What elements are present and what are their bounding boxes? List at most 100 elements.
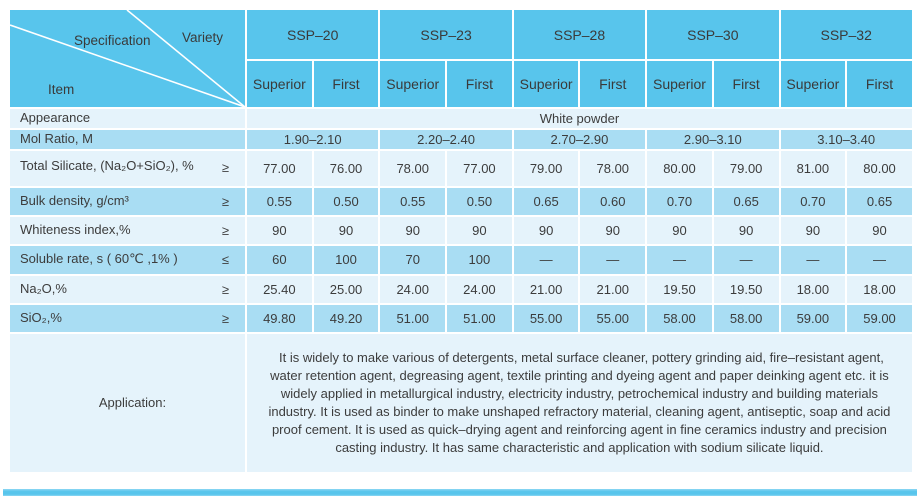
value-cell: 80.00 <box>845 148 914 188</box>
item-label-cell: Bulk density, g/cm³ ≥ <box>8 185 247 217</box>
value-cell: 90 <box>378 214 448 246</box>
row-na2o: Na₂O,% ≥ 25.40 25.00 24.00 24.00 21.00 2… <box>8 273 914 305</box>
value-cell: 59.00 <box>845 302 914 334</box>
value-cell: — <box>711 243 781 276</box>
value-cell: 21.00 <box>511 273 581 305</box>
value-cell: 80.00 <box>645 148 714 188</box>
value-cell: 90 <box>645 214 714 246</box>
lte-symbol: ≤ <box>221 252 229 268</box>
value-cell: 18.00 <box>778 273 848 305</box>
item-label-cell: Total Silicate, (Na₂O+SiO₂), % ≥ <box>8 148 247 188</box>
value-cell: 76.00 <box>311 148 381 188</box>
item-label-cell: Appearance <box>8 107 247 130</box>
value-cell: — <box>645 243 714 276</box>
value-cell: 0.60 <box>578 185 648 217</box>
value-cell: 90 <box>245 214 314 246</box>
row-total-silicate: Total Silicate, (Na₂O+SiO₂), % ≥ 77.00 7… <box>8 148 914 188</box>
application-label: Application: <box>98 395 167 411</box>
item-label: Appearance <box>20 110 91 125</box>
value-cell: 2.90–3.10 <box>645 127 781 151</box>
value-cell: 90 <box>445 214 514 246</box>
header-row-grades: Superior First Superior First Superior F… <box>9 59 914 109</box>
product-header-ssp-23: SSP–23 <box>378 7 514 62</box>
value-cell: 0.70 <box>645 185 714 217</box>
value-cell: 2.20–2.40 <box>378 127 514 151</box>
row-soluble-rate: Soluble rate, s ( 60℃ ,1% ) ≤ 60 100 70 … <box>8 243 914 276</box>
item-label: Na₂O,% <box>20 280 67 296</box>
value-cell: 90 <box>845 214 914 246</box>
value-cell: 90 <box>578 214 648 246</box>
application-label-cell: Application: <box>8 331 247 474</box>
item-label-cell: Whiteness index,% ≥ <box>8 214 247 246</box>
item-label-cell: Mol Ratio, M <box>8 127 247 151</box>
grade-header-first: First <box>311 59 381 109</box>
value-cell: 2.70–2.90 <box>511 127 648 151</box>
item-label: Whiteness index,% <box>20 221 131 237</box>
product-header-ssp-32: SSP–32 <box>778 7 914 62</box>
row-bulk-density: Bulk density, g/cm³ ≥ 0.55 0.50 0.55 0.5… <box>8 185 914 217</box>
value-cell: 100 <box>311 243 381 276</box>
value-cell: 79.00 <box>511 148 581 188</box>
value-cell: 55.00 <box>578 302 648 334</box>
grade-header-superior: Superior <box>245 59 314 109</box>
grade-header-first: First <box>845 59 914 109</box>
item-label: SiO₂,% <box>20 309 62 325</box>
gte-symbol: ≥ <box>221 193 229 209</box>
value-cell: 55.00 <box>511 302 581 334</box>
value-cell: 49.80 <box>245 302 314 334</box>
value-cell: 77.00 <box>245 148 314 188</box>
item-label-cell: Soluble rate, s ( 60℃ ,1% ) ≤ <box>8 243 247 276</box>
value-cell: 0.65 <box>711 185 781 217</box>
corner-label-variety: Variety <box>182 30 224 45</box>
corner-label-specification: Specification <box>74 33 151 48</box>
item-label-cell: SiO₂,% ≥ <box>8 302 247 334</box>
value-cell: 25.00 <box>311 273 381 305</box>
grade-header-superior: Superior <box>378 59 448 109</box>
value-cell: 0.50 <box>311 185 381 217</box>
grade-header-superior: Superior <box>778 59 848 109</box>
value-cell: 58.00 <box>645 302 714 334</box>
value-cell: 0.65 <box>511 185 581 217</box>
value-cell: 78.00 <box>578 148 648 188</box>
value-cell: 0.50 <box>445 185 514 217</box>
value-cell: — <box>778 243 848 276</box>
value-cell: 59.00 <box>778 302 848 334</box>
value-cell: 60 <box>245 243 314 276</box>
value-cell: 79.00 <box>711 148 781 188</box>
row-sio2: SiO₂,% ≥ 49.80 49.20 51.00 51.00 55.00 5… <box>8 302 914 334</box>
value-cell: 19.50 <box>711 273 781 305</box>
value-cell: 51.00 <box>378 302 448 334</box>
value-cell: — <box>845 243 914 276</box>
value-cell: 90 <box>711 214 781 246</box>
value-cell: 0.70 <box>778 185 848 217</box>
value-cell: 90 <box>311 214 381 246</box>
value-cell: 58.00 <box>711 302 781 334</box>
product-header-ssp-28: SSP–28 <box>511 7 648 62</box>
value-cell: 70 <box>378 243 448 276</box>
row-appearance: Appearance White powder <box>8 107 914 130</box>
grade-header-superior: Superior <box>511 59 581 109</box>
corner-label-item: Item <box>48 82 75 97</box>
value-cell: — <box>511 243 581 276</box>
value-cell: 100 <box>445 243 514 276</box>
value-cell: 19.50 <box>645 273 714 305</box>
value-cell: 49.20 <box>311 302 381 334</box>
product-header-ssp-20: SSP–20 <box>244 7 381 62</box>
gte-symbol: ≥ <box>221 281 229 297</box>
value-cell: 90 <box>778 214 848 246</box>
product-spec-table: Specification Variety Item SSP–20 SSP–23… <box>8 7 914 474</box>
gte-symbol: ≥ <box>221 160 229 176</box>
row-mol-ratio: Mol Ratio, M 1.90–2.10 2.20–2.40 2.70–2.… <box>8 127 914 151</box>
item-label-cell: Na₂O,% ≥ <box>8 273 247 305</box>
application-text-cell: It is widely to make various of detergen… <box>245 331 914 474</box>
gte-symbol: ≥ <box>221 222 229 238</box>
value-cell: — <box>578 243 648 276</box>
product-header-ssp-30: SSP–30 <box>645 7 781 62</box>
value-cell: 1.90–2.10 <box>244 127 381 151</box>
value-cell: 90 <box>511 214 581 246</box>
value-cell: 81.00 <box>778 148 848 188</box>
corner-header-cell: Specification Variety Item <box>8 8 247 109</box>
item-label: Bulk density, g/cm³ <box>20 192 129 208</box>
item-label: Soluble rate, s ( 60℃ ,1% ) <box>20 251 178 267</box>
gte-symbol: ≥ <box>221 310 229 326</box>
